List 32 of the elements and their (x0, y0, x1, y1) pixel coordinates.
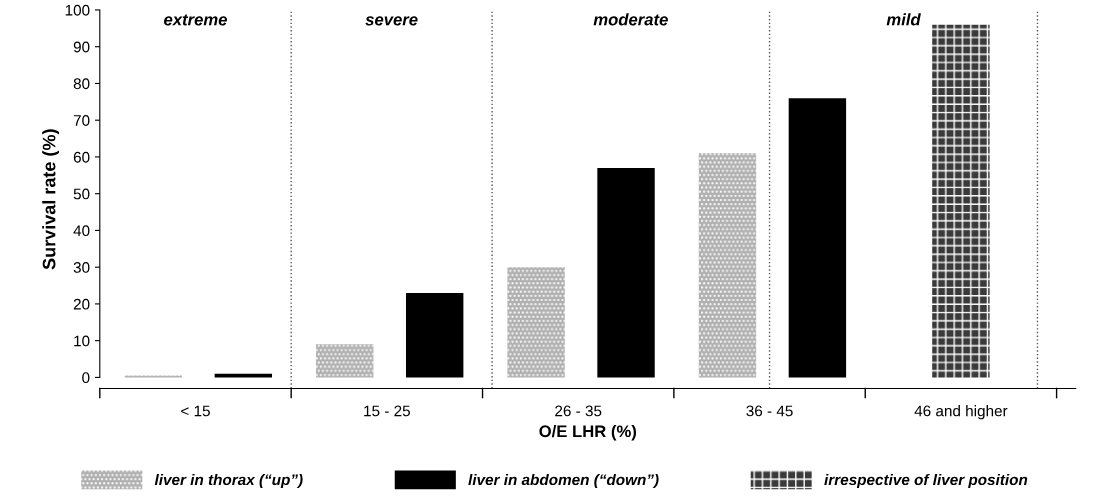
bar (597, 167, 655, 378)
annotation: extreme (164, 14, 227, 26)
bar (698, 153, 757, 378)
y-tick-label: 60 (73, 151, 90, 163)
bar (316, 344, 374, 378)
y-tick-label: 90 (73, 41, 90, 53)
x-tick-label: 46 and higher (914, 405, 1008, 420)
legend-label: irrespective of liver position (824, 473, 1028, 489)
y-tick-label: 50 (73, 188, 90, 200)
annotation: mild (886, 13, 921, 26)
y-tick-label: 30 (73, 262, 90, 273)
annotation: moderate (593, 13, 668, 26)
y-tick-label: 0 (82, 372, 90, 384)
x-tick-label: 15 - 25 (364, 405, 410, 417)
y-tick-label: 20 (73, 298, 90, 310)
y-tick-label: 80 (73, 78, 90, 90)
x-tick-label: 26 - 35 (555, 405, 602, 417)
x-tick-label: 36 - 45 (746, 405, 793, 417)
y-tick-label: 40 (73, 225, 90, 237)
bar (932, 24, 990, 378)
bar (788, 98, 847, 378)
legend-label: liver in abdomen (“down”) (468, 473, 659, 489)
y-axis-title: Survival rate (%) (42, 129, 60, 270)
x-axis-title: O/E LHR (%) (539, 424, 637, 441)
legend-label: liver in thorax (“up”) (154, 473, 303, 489)
bar (507, 267, 565, 378)
y-tick-label: 70 (73, 115, 90, 126)
bar (405, 292, 464, 378)
annotation: severe (365, 16, 418, 26)
x-tick-label: < 15 (181, 405, 210, 417)
y-tick-label: 10 (74, 335, 90, 347)
y-tick-label: 100 (65, 4, 90, 16)
